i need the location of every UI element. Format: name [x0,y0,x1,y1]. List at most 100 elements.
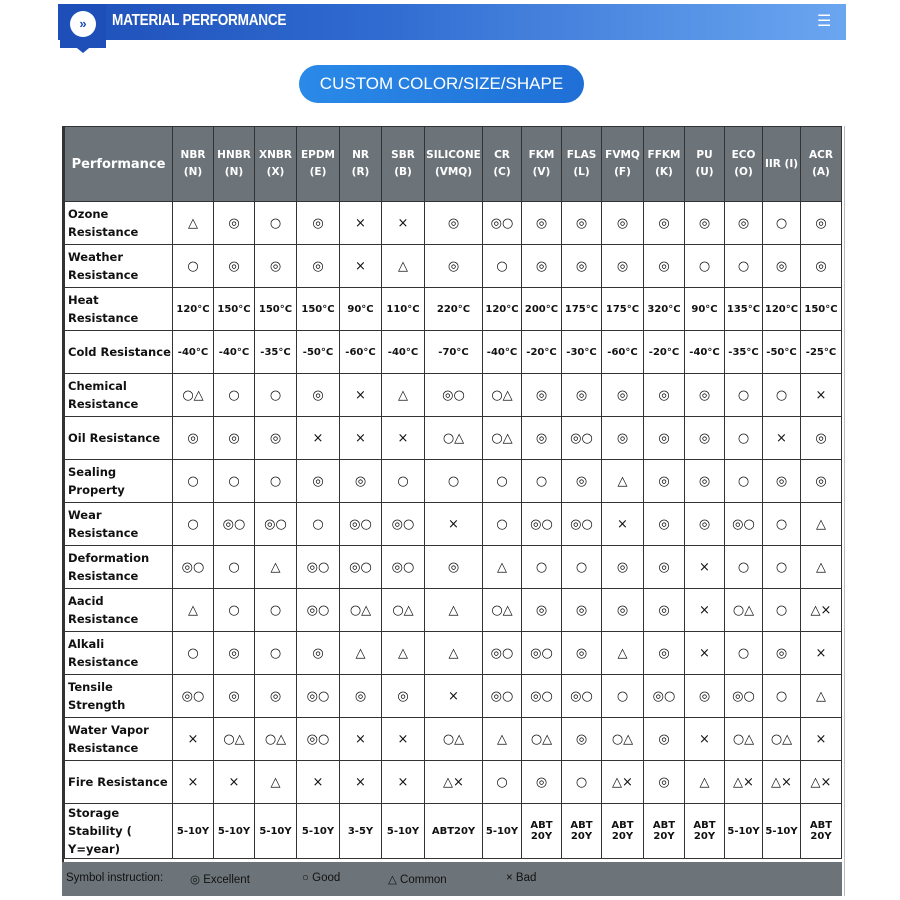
table-cell: ◎○ [521,502,562,546]
table-cell: × [800,631,842,675]
table-cell: ◎ [561,588,602,632]
column-header-line: (C) [493,166,511,178]
table-cell: ◎○ [381,502,425,546]
column-header-line: IIR (I) [764,157,799,170]
column-header: PU (U) [684,126,725,202]
column-header-line: (U) [695,166,714,178]
table-cell: △ [424,588,483,632]
table-cell: ◎ [643,373,685,417]
table-cell: ◎ [601,201,644,245]
table-cell: ◎ [381,674,425,718]
column-header-line: FFKM [647,149,681,161]
table-cell: △ [172,201,214,245]
table-cell: 120°C [482,287,522,331]
table-cell: ◎ [643,416,685,460]
table-cell: 90°C [684,287,725,331]
table-cell: ○ [521,545,562,589]
table-cell: ○ [521,459,562,503]
column-header: FKM (V) [521,126,562,202]
table-cell: △ [339,631,382,675]
table-cell: × [601,502,644,546]
header-bar [58,4,846,40]
table-row: Deformation Resistance ◎○ ○ △ ◎○ ◎○ ◎○ ◎ △ ○ ○ ◎ ◎ × ○… [64,545,842,589]
table-cell: ◎ [521,201,562,245]
table-cell: ◎ [296,201,340,245]
table-cell: ○△ [724,717,763,761]
table-cell: ◎○ [561,674,602,718]
table-cell: 5-10Y [482,803,522,859]
table-row: Alkali Resistance ○ ◎ ○ ◎ △ △ △ ◎○ ◎○ ◎ △ ◎ × ○ ◎ × [64,631,842,675]
table-cell: △× [762,760,801,804]
table-cell: ◎ [800,416,842,460]
table-cell: × [172,760,214,804]
table-cell: ○ [482,244,522,288]
table-cell: ◎○ [521,631,562,675]
table-cell: △ [684,760,725,804]
table-cell: ◎ [213,201,255,245]
table-cell: ABT 20Y [561,803,602,859]
table-cell: ◎○ [482,674,522,718]
table-cell: ◎ [521,244,562,288]
table-cell: ○△ [482,588,522,632]
table-cell: ○ [762,545,801,589]
table-cell: ◎ [684,459,725,503]
table-cell: ◎ [339,459,382,503]
table-cell: ◎ [254,416,297,460]
legend-title: Symbol instruction: [66,872,164,884]
table-cell: -40°C [482,330,522,374]
table-cell: △× [800,588,842,632]
header-badge-tip [72,44,94,53]
column-header-line: NBR [180,149,206,161]
table-cell: ○ [601,674,644,718]
column-header: SBR (B) [381,126,425,202]
table-cell: × [424,674,483,718]
table-cell: × [339,717,382,761]
table-row: Cold Resistance -40°C -40°C -35°C -50°C -60°C… [64,330,842,374]
table-cell: 150°C [213,287,255,331]
table-cell: ○ [424,459,483,503]
table-cell: △× [724,760,763,804]
table-cell: -70°C [424,330,483,374]
table-cell: ◎ [601,588,644,632]
table-cell: -50°C [762,330,801,374]
table-cell: ◎ [213,244,255,288]
column-header-line: (VMQ) [434,166,473,178]
table-cell: ◎ [643,631,685,675]
table-cell: ○△ [213,717,255,761]
table-cell: -35°C [254,330,297,374]
table-cell: △ [424,631,483,675]
table-cell: -30°C [561,330,602,374]
table-cell: ◎○ [254,502,297,546]
table-cell: ◎ [213,416,255,460]
table-cell: ○ [724,631,763,675]
table-cell: ○ [684,244,725,288]
row-label: Weather Resistance [64,244,173,288]
table-cell: ◎ [800,244,842,288]
table-cell: ○ [724,373,763,417]
column-header: NR (R) [339,126,382,202]
table-cell: × [339,201,382,245]
table-row: Aacid Resistance △ ○ ○ ◎○ ○△ ○△ △ ○△ ◎ ◎ ◎ ◎ × ○△ ○ △× [64,588,842,632]
custom-color-size-shape-button[interactable]: CUSTOM COLOR/SIZE/SHAPE [299,65,584,103]
row-label: Oil Resistance [64,416,173,460]
table-cell: ○△ [482,416,522,460]
hamburger-menu-icon[interactable]: ☰ [817,13,832,30]
table-cell: 175°C [601,287,644,331]
table-cell: ABT 20Y [684,803,725,859]
table-cell: × [381,760,425,804]
table-cell: △× [800,760,842,804]
table-cell: ◎ [601,545,644,589]
table-cell: 5-10Y [254,803,297,859]
table-cell: △ [601,631,644,675]
table-header-row: Performance NBR (N) HNBR (N) XNBR (X) EPDM (E) N… [64,126,842,202]
table-cell: △ [800,545,842,589]
column-header-line: PU [696,149,713,161]
double-chevron-down-icon[interactable]: » [70,11,96,37]
table-cell: △ [482,717,522,761]
table-cell: ○ [482,760,522,804]
table-cell: ◎ [561,244,602,288]
column-header-line: FLAS [566,149,597,161]
column-header: CR (C) [482,126,522,202]
table-cell: ◎○ [381,545,425,589]
table-row: Water Vapor Resistance × ○△ ○△ ◎○ × × ○△ △ ○△ ◎ ○△ ◎… [64,717,842,761]
